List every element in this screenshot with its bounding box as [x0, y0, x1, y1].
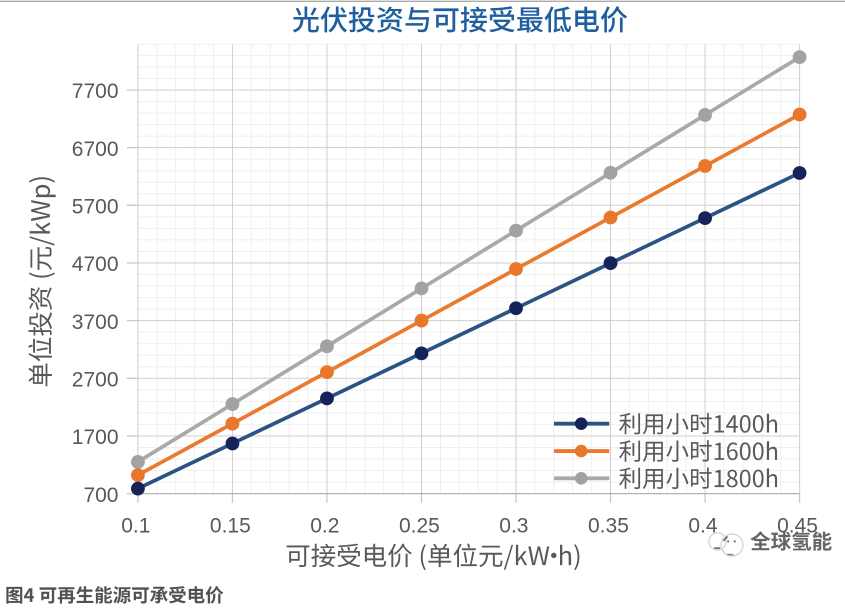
svg-text:4700: 4700: [72, 253, 119, 276]
svg-text:6700: 6700: [72, 138, 119, 161]
svg-text:1700: 1700: [72, 426, 119, 449]
svg-text:7700: 7700: [72, 80, 119, 103]
svg-text:3700: 3700: [72, 311, 119, 334]
svg-text:0.15: 0.15: [210, 514, 251, 537]
svg-text:0.2: 0.2: [310, 514, 339, 537]
svg-text:0.1: 0.1: [121, 514, 150, 537]
svg-text:0.25: 0.25: [399, 514, 440, 537]
svg-text:5700: 5700: [72, 196, 119, 219]
svg-text:0.45: 0.45: [777, 514, 818, 537]
svg-text:700: 700: [83, 484, 118, 507]
svg-text:2700: 2700: [72, 368, 119, 391]
svg-text:0.35: 0.35: [588, 514, 629, 537]
svg-text:0.3: 0.3: [499, 514, 528, 537]
svg-text:0.4: 0.4: [688, 514, 718, 537]
